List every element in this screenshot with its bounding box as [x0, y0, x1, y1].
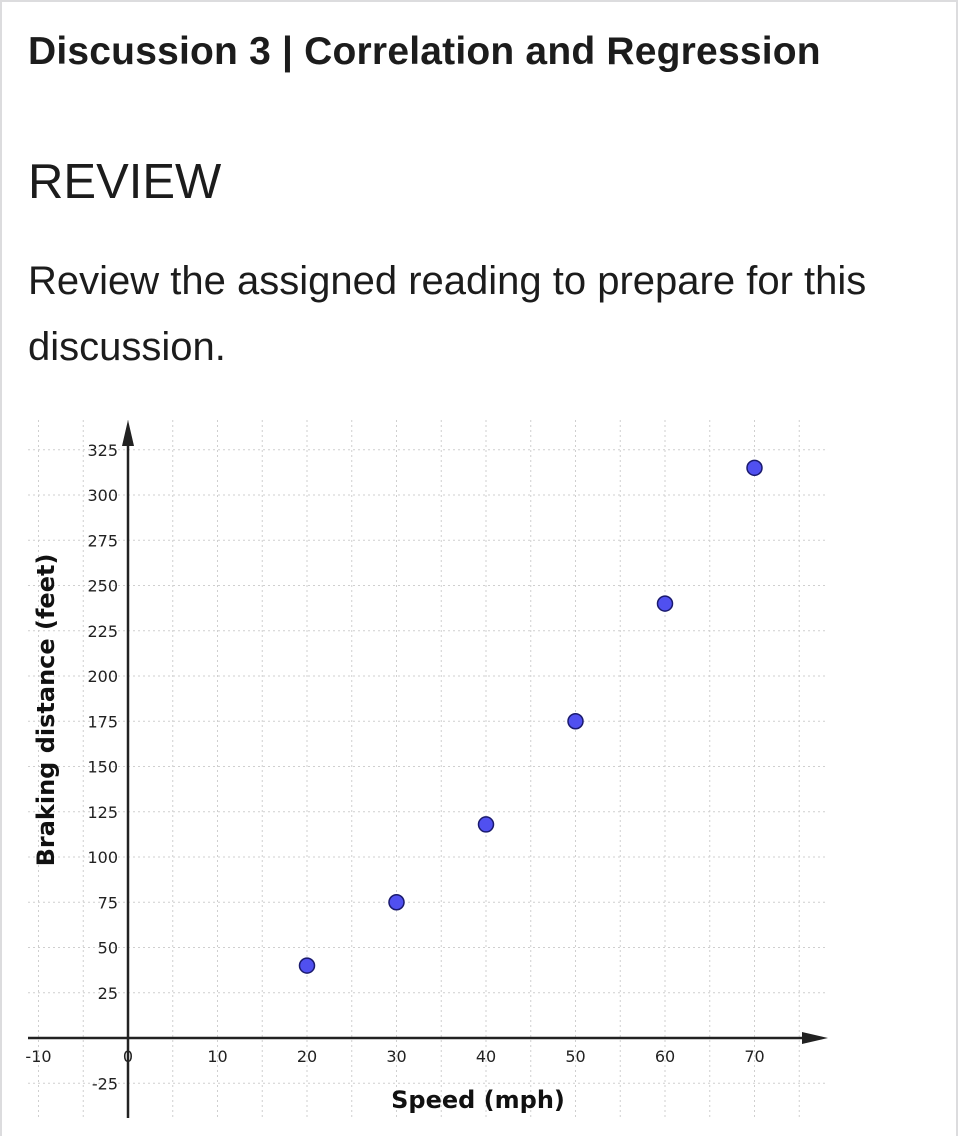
body-paragraph: Review the assigned reading to prepare f…	[28, 259, 867, 369]
y-tick-label: -25	[92, 1074, 118, 1093]
y-tick-label: 150	[87, 758, 118, 777]
y-tick-label: 300	[87, 486, 118, 505]
y-tick-label: 325	[87, 441, 118, 460]
chart-grid	[28, 420, 828, 1118]
x-tick-label: 0	[123, 1047, 133, 1066]
chart-tick-labels: -10 0 10 20 30 40 50 60 70 -25 25 50 75 100 125 150 175 2…	[25, 441, 764, 1094]
x-tick-label: 60	[655, 1047, 675, 1066]
x-tick-label: 20	[297, 1047, 317, 1066]
data-point	[388, 894, 405, 911]
data-point	[298, 957, 316, 974]
data-point	[656, 595, 674, 612]
scatter-chart: -10 0 10 20 30 40 50 60 70 -25 25 50 75 100 125 150 175 2…	[25, 420, 828, 1118]
page-title: Discussion 3 | Correlation and Regressio…	[28, 30, 821, 73]
data-point	[567, 713, 584, 730]
x-tick-label: 40	[476, 1047, 496, 1066]
x-tick-label: 10	[207, 1047, 227, 1066]
y-axis-title: Braking distance (feet)	[32, 554, 60, 867]
chart-axes	[28, 420, 828, 1118]
y-axis-arrow	[122, 420, 134, 446]
x-axis-title: Speed (mph)	[391, 1086, 565, 1114]
y-tick-label: 250	[87, 577, 118, 596]
data-point	[746, 459, 763, 477]
x-tick-label: 30	[386, 1047, 406, 1066]
y-tick-label: 225	[87, 622, 118, 641]
y-tick-label: 175	[87, 712, 118, 731]
y-tick-label: 125	[87, 803, 118, 822]
y-tick-label: 100	[87, 848, 118, 867]
chart-points	[298, 459, 763, 974]
x-tick-label: 70	[744, 1047, 764, 1066]
y-tick-label: 75	[98, 893, 118, 912]
y-tick-label: 275	[87, 531, 118, 550]
x-tick-label: -10	[25, 1047, 51, 1066]
y-tick-label: 200	[87, 667, 118, 686]
x-tick-label: 50	[565, 1047, 585, 1066]
y-tick-label: 50	[98, 939, 118, 958]
data-point	[477, 816, 495, 833]
y-tick-label: 25	[98, 984, 118, 1003]
x-axis-arrow	[802, 1032, 828, 1044]
section-heading: REVIEW	[28, 155, 222, 209]
